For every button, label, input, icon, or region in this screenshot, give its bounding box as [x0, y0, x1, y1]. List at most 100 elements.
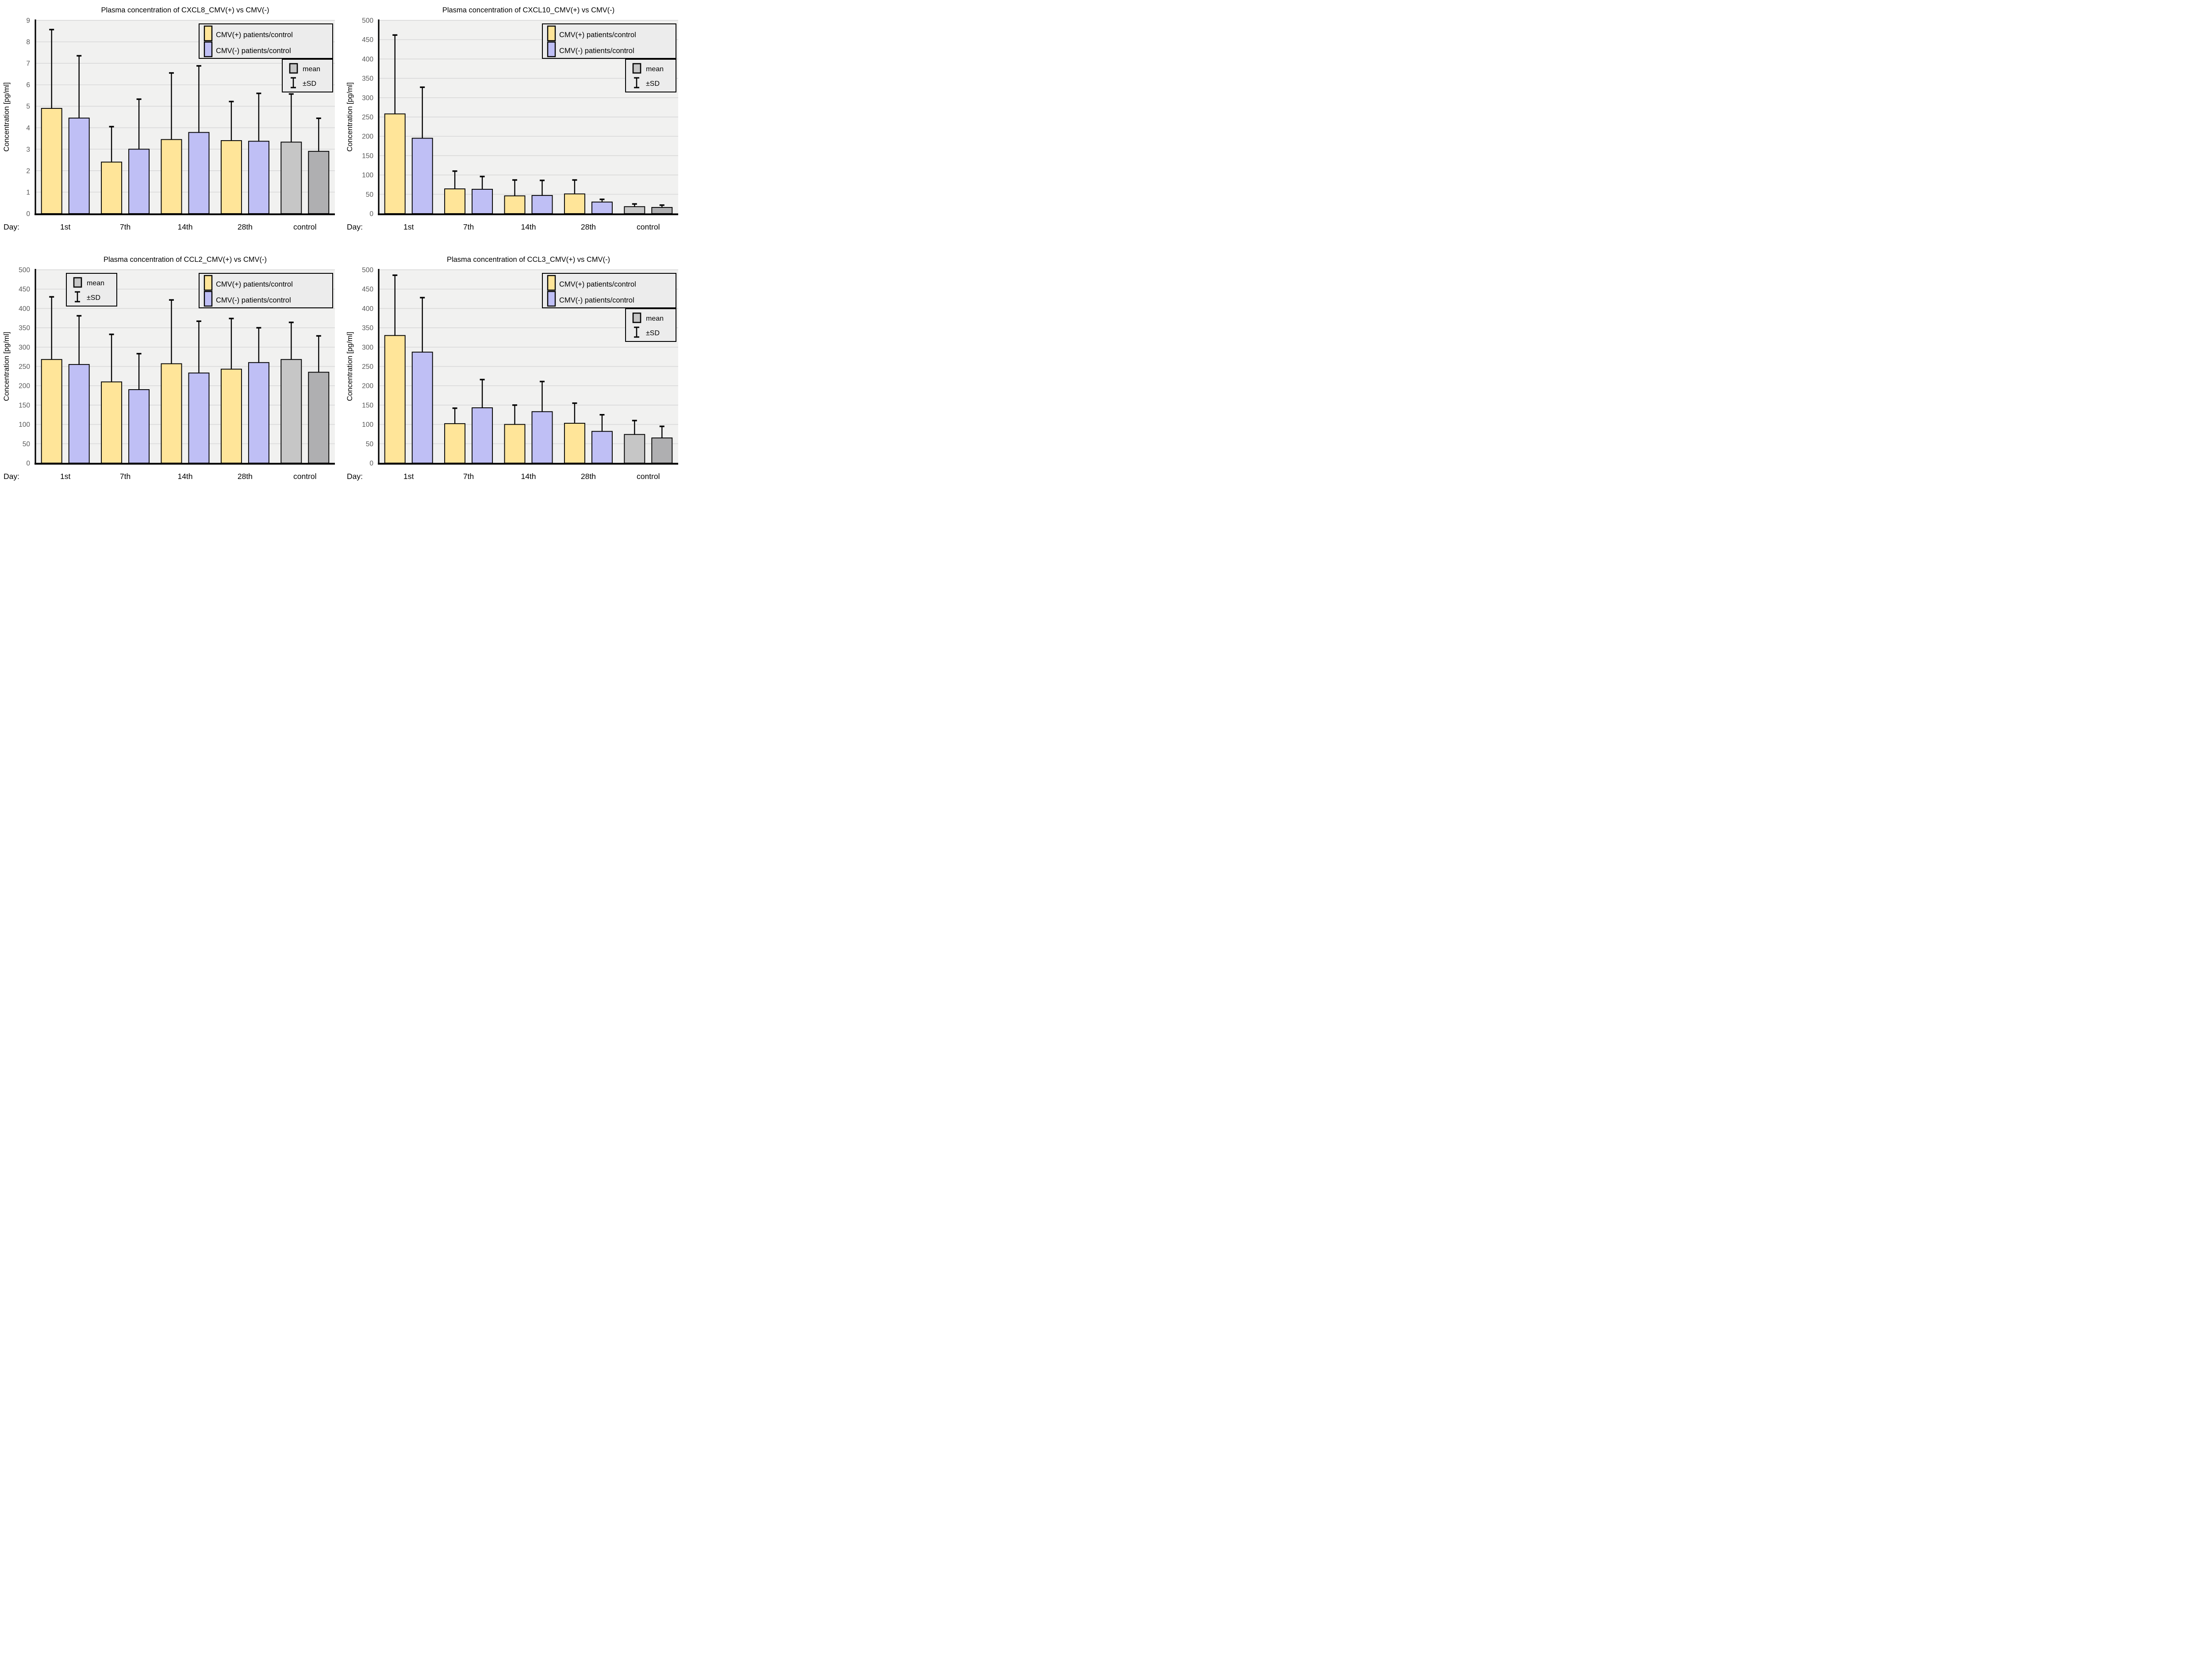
x-category-label-1st: 1st	[403, 222, 414, 231]
y-tick-label: 150	[19, 402, 30, 409]
y-tick-label: 400	[362, 56, 373, 63]
y-tick-label: 400	[362, 305, 373, 313]
y-tick-label: 200	[362, 133, 373, 141]
bar-1st-cmv_neg	[68, 364, 90, 464]
bar-control-ctrl_dark	[651, 207, 673, 214]
legend-mean-swatch	[289, 63, 298, 74]
legend-mean-swatch	[632, 63, 641, 74]
y-tick-label: 4	[26, 124, 30, 132]
y-tick-label: 50	[366, 441, 374, 448]
x-category-label-14th: 14th	[177, 222, 192, 231]
y-tick-label: 0	[369, 460, 373, 467]
y-tick-label: 200	[362, 383, 373, 390]
y-tick-label: 6	[26, 81, 30, 89]
y-tick-label: 250	[362, 363, 373, 371]
legend-label-cmv_neg: CMV(-) patients/control	[216, 296, 291, 304]
series-legend-box	[199, 23, 333, 59]
x-category-label-1st: 1st	[60, 222, 70, 231]
y-tick-label: 500	[362, 17, 373, 25]
y-tick-label: 50	[366, 191, 374, 199]
y-tick-label: 450	[19, 286, 30, 293]
legend-mean-label: mean	[303, 65, 320, 73]
bar-control-ctrl_light	[624, 206, 645, 214]
series-legend-box	[542, 23, 676, 59]
bar-28th-cmv_neg	[248, 362, 269, 464]
legend-mean-label: mean	[646, 65, 664, 73]
y-tick-label: 150	[362, 402, 373, 409]
legend-swatch-cmv-negative	[547, 41, 556, 57]
bar-1st-cmv_neg	[411, 138, 433, 214]
bar-7th-cmv_neg	[128, 149, 150, 214]
x-axis-prefix-label: Day:	[347, 222, 363, 231]
y-tick-label: 300	[19, 344, 30, 351]
legend-label-cmv_neg: CMV(-) patients/control	[559, 296, 634, 304]
series-legend-box	[542, 273, 676, 308]
x-category-label-control: control	[637, 222, 660, 231]
bar-7th-cmv_neg	[128, 389, 150, 464]
y-tick-label: 150	[362, 152, 373, 160]
bar-7th-cmv_pos	[444, 188, 466, 214]
bar-28th-cmv_pos	[564, 423, 585, 464]
y-tick-label: 500	[19, 267, 30, 274]
legend-label-cmv_pos: CMV(+) patients/control	[216, 280, 293, 288]
bar-1st-cmv_pos	[384, 335, 406, 464]
chart-svg-ccl3: 0 50 100 150 200 250 300 350 400 450 500 Concentrat…	[346, 256, 678, 481]
bar-7th-cmv_pos	[444, 423, 466, 464]
chart-title: Plasma concentration of CCL3_CMV(+) vs C…	[447, 256, 610, 264]
y-tick-label: 100	[362, 421, 373, 429]
bar-28th-cmv_pos	[564, 193, 585, 214]
x-category-label-14th: 14th	[521, 222, 536, 231]
y-tick-label: 250	[19, 363, 30, 371]
bar-1st-cmv_pos	[41, 108, 62, 214]
legend-swatch-cmv-positive	[204, 275, 213, 291]
x-category-label-28th: 28th	[581, 472, 596, 481]
chart-ccl2: 0 50 100 150 200 250 300 350 400 450 500 Concentrat…	[0, 252, 342, 493]
bar-28th-cmv_neg	[248, 141, 269, 214]
y-tick-label: 7	[26, 60, 30, 68]
legend-sd-label: ±SD	[646, 80, 660, 88]
y-tick-label: 250	[362, 114, 373, 121]
legend-swatch-cmv-negative	[204, 291, 213, 307]
bar-control-ctrl_dark	[651, 437, 673, 464]
legend-label-cmv_neg: CMV(-) patients/control	[216, 47, 291, 55]
legend-mean-swatch	[632, 312, 641, 323]
bar-control-ctrl_light	[280, 359, 302, 464]
bar-14th-cmv_pos	[504, 195, 526, 214]
bar-14th-cmv_neg	[531, 411, 553, 464]
x-category-label-28th: 28th	[238, 472, 253, 481]
x-category-label-14th: 14th	[177, 472, 192, 481]
bar-14th-cmv_neg	[188, 372, 210, 464]
x-category-label-7th: 7th	[463, 222, 474, 231]
x-category-label-7th: 7th	[120, 472, 131, 481]
y-tick-label: 450	[362, 286, 373, 293]
y-tick-label: 8	[26, 38, 30, 46]
x-category-label-control: control	[293, 222, 317, 231]
y-axis-title: Concentration [pg/ml]	[3, 82, 11, 152]
bar-control-ctrl_dark	[308, 151, 330, 214]
bar-14th-cmv_pos	[161, 139, 182, 214]
chart-svg-cxcl8: 0 1 2 3 4 5 6 7 8 9 Concentration [pg/ml] Plasma co…	[3, 6, 335, 231]
legend-swatch-cmv-negative	[204, 41, 213, 57]
x-category-label-28th: 28th	[581, 222, 596, 231]
bar-14th-cmv_pos	[161, 363, 182, 464]
legend-swatch-cmv-positive	[204, 25, 213, 42]
bar-28th-cmv_pos	[220, 140, 242, 214]
legend-sd-label: ±SD	[87, 294, 100, 302]
y-tick-label: 350	[19, 325, 30, 332]
y-tick-label: 0	[26, 211, 30, 218]
x-category-label-7th: 7th	[463, 472, 474, 481]
y-axis-title: Concentration [pg/ml]	[3, 332, 11, 401]
y-tick-label: 100	[19, 421, 30, 429]
legend-sd-label: ±SD	[303, 80, 316, 88]
y-tick-label: 1	[26, 189, 30, 196]
bar-1st-cmv_neg	[68, 117, 90, 214]
figure-panel: 0 1 2 3 4 5 6 7 8 9 Concentration [pg/ml] Plasma co…	[0, 0, 690, 500]
legend-mean-label: mean	[646, 315, 664, 322]
y-axis-title: Concentration [pg/ml]	[346, 82, 354, 152]
y-tick-label: 9	[26, 17, 30, 25]
y-tick-label: 500	[362, 267, 373, 274]
bar-14th-cmv_neg	[531, 195, 553, 214]
bar-14th-cmv_pos	[504, 424, 526, 464]
bar-control-ctrl_light	[280, 142, 302, 214]
x-category-label-1st: 1st	[403, 472, 414, 481]
